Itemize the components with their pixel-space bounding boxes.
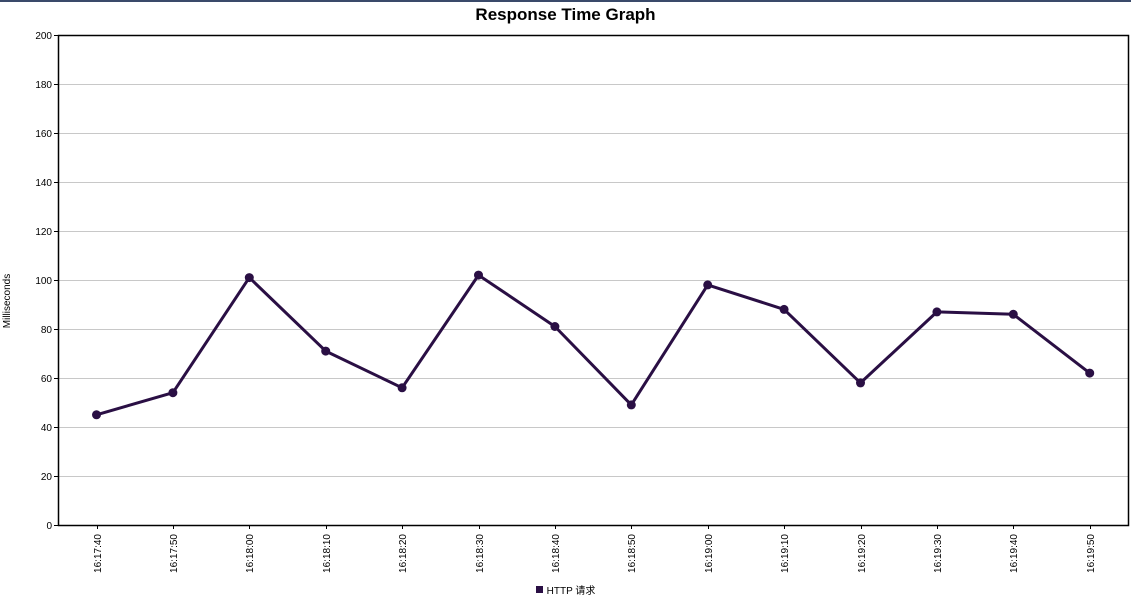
x-tick-label: 16:19:40: [1009, 534, 1020, 573]
data-point: [321, 346, 331, 356]
data-point: [1008, 309, 1018, 319]
x-tick-label: 16:18:30: [475, 534, 486, 573]
x-tick-label: 16:18:00: [245, 534, 256, 573]
x-tick-label: 16:18:40: [551, 534, 562, 573]
data-point: [550, 322, 560, 331]
chart-title: Response Time Graph: [475, 5, 656, 24]
legend: HTTP 请求: [0, 582, 1131, 597]
y-tick-label: 160: [35, 129, 52, 140]
data-point: [92, 410, 101, 420]
legend-swatch: [535, 586, 543, 593]
y-tick-label: 0: [46, 521, 52, 532]
x-tick-label: 16:19:50: [1086, 534, 1097, 573]
x-tick-label: 16:17:40: [93, 534, 104, 573]
data-point: [1085, 368, 1095, 378]
x-tick-label: 16:19:00: [704, 534, 715, 573]
x-tick-label: 16:18:20: [398, 534, 409, 573]
series-line: [96, 273, 1091, 417]
data-point: [779, 304, 789, 314]
y-tick-label: 120: [35, 227, 52, 238]
data-point: [168, 388, 178, 398]
y-axis-label: Milliseconds: [2, 274, 13, 328]
top-border: [0, 0, 1131, 2]
y-tick-label: 100: [35, 276, 52, 287]
gridlines: [58, 84, 1128, 477]
data-point: [474, 270, 483, 280]
series-layer: [92, 270, 1095, 420]
data-point: [397, 383, 407, 393]
plot-frame: [57, 34, 1130, 527]
data-point: [244, 273, 254, 283]
y-tick-label: 20: [41, 472, 53, 483]
data-point: [856, 378, 865, 388]
y-tick-label: 180: [35, 80, 52, 91]
y-tick-label: 60: [41, 374, 53, 385]
x-tick-label: 16:19:30: [933, 534, 944, 573]
data-point: [932, 307, 942, 317]
y-tick-label: 200: [35, 31, 52, 42]
y-tick-label: 40: [41, 423, 53, 434]
x-tick-label: 16:19:20: [857, 534, 868, 573]
x-tick-label: 16:19:10: [780, 534, 791, 573]
x-tick-label: 16:17:50: [169, 534, 180, 573]
x-tick-label: 16:18:50: [627, 534, 638, 573]
y-tick-label: 140: [35, 178, 52, 189]
data-point: [703, 280, 713, 290]
x-axis: 16:17:40 16:17:50 16:18:00 16:18:10 16:18:20…: [93, 525, 1097, 573]
y-tick-label: 80: [41, 325, 53, 336]
legend-label: HTTP 请求: [546, 586, 596, 597]
data-point: [626, 400, 636, 410]
x-tick-label: 16:18:10: [322, 534, 333, 573]
y-axis: 0 20 40 60 80 100 120 140 160 180 200: [35, 31, 58, 532]
